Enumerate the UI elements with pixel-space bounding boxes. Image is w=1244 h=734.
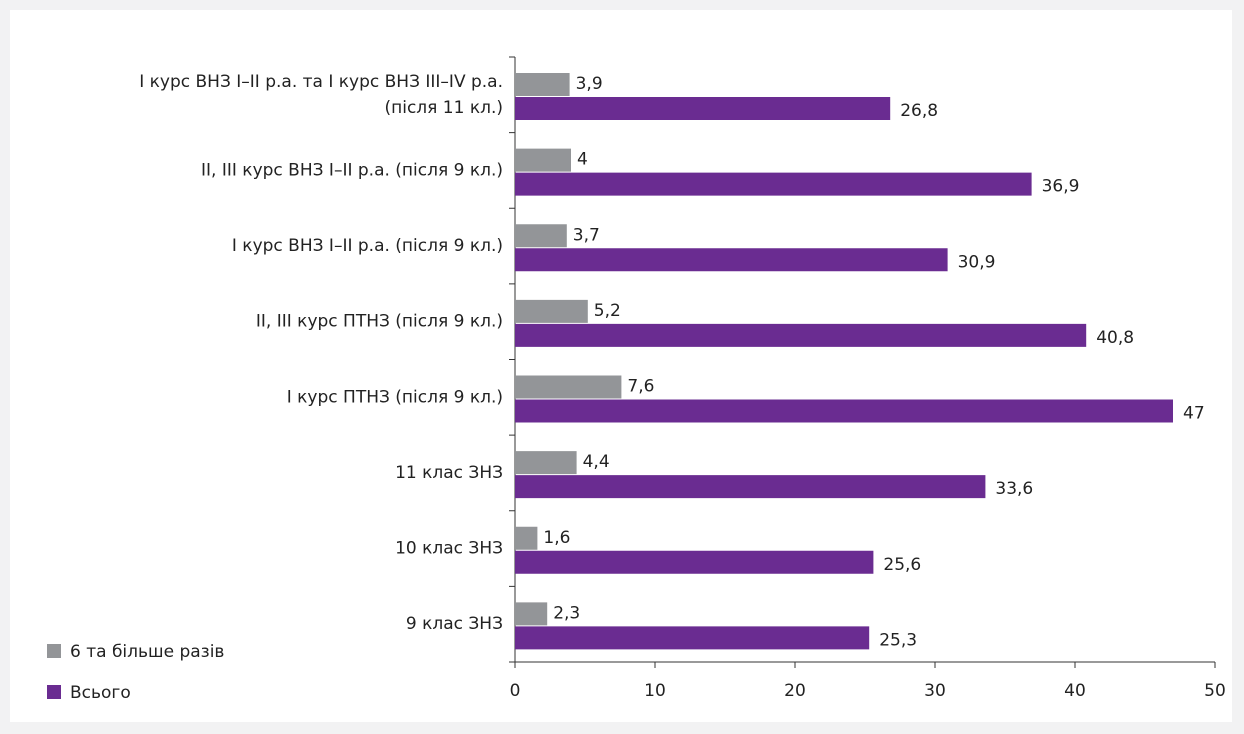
panel bbox=[10, 10, 1232, 722]
value-label: 4 bbox=[577, 150, 588, 170]
x-tick-label: 40 bbox=[1064, 681, 1086, 701]
value-label: 1,6 bbox=[543, 528, 570, 548]
x-tick-label: 10 bbox=[644, 681, 666, 701]
legend-label: Всього bbox=[70, 683, 131, 703]
y-tick-label: ІІ, ІІІ курс ВНЗ І–ІІ р.а. (після 9 кл.) bbox=[201, 160, 503, 180]
bar bbox=[515, 323, 1087, 347]
bar bbox=[515, 375, 622, 399]
value-label: 25,3 bbox=[879, 630, 917, 650]
value-label: 3,9 bbox=[576, 74, 603, 94]
y-tick-label: 10 клас ЗНЗ bbox=[395, 539, 503, 559]
bar bbox=[515, 97, 891, 120]
value-label: 3,7 bbox=[573, 225, 600, 245]
value-label: 36,9 bbox=[1042, 177, 1080, 197]
bar bbox=[515, 451, 577, 475]
legend-swatch bbox=[47, 644, 61, 658]
value-label: 26,8 bbox=[900, 101, 938, 121]
legend-swatch bbox=[47, 685, 61, 699]
y-tick-label: І курс ВНЗ І–ІІ р.а. та І курс ВНЗ ІІІ–І… bbox=[139, 72, 503, 118]
value-label: 4,4 bbox=[583, 452, 610, 472]
y-tick-label: І курс ПТНЗ (після 9 кл.) bbox=[287, 387, 503, 407]
value-label: 2,3 bbox=[553, 603, 580, 623]
value-label: 25,6 bbox=[883, 555, 921, 575]
bar bbox=[515, 224, 567, 248]
value-label: 33,6 bbox=[995, 479, 1033, 499]
x-tick-label: 30 bbox=[924, 681, 946, 701]
bar bbox=[515, 73, 570, 96]
bar bbox=[515, 148, 571, 172]
bar bbox=[515, 526, 538, 550]
bar bbox=[515, 248, 948, 272]
bar bbox=[515, 399, 1173, 423]
bar bbox=[515, 626, 870, 650]
bar bbox=[515, 299, 588, 323]
x-tick-label: 0 bbox=[510, 681, 521, 701]
bar bbox=[515, 475, 986, 499]
bar bbox=[515, 550, 874, 574]
value-label: 30,9 bbox=[958, 252, 996, 272]
value-label: 47 bbox=[1183, 404, 1205, 424]
y-tick-label: 11 клас ЗНЗ bbox=[395, 463, 503, 483]
y-tick-label: І курс ВНЗ І–ІІ р.а. (після 9 кл.) bbox=[232, 236, 503, 256]
x-tick-label: 50 bbox=[1204, 681, 1226, 701]
legend-label: 6 та більше разів bbox=[70, 642, 224, 662]
bar bbox=[515, 602, 548, 626]
y-tick-label: 9 клас ЗНЗ bbox=[406, 614, 503, 634]
y-tick-label: ІІ, ІІІ курс ПТНЗ (після 9 кл.) bbox=[256, 312, 503, 332]
value-label: 7,6 bbox=[627, 377, 654, 397]
bar bbox=[515, 172, 1032, 196]
value-label: 5,2 bbox=[594, 301, 621, 321]
x-tick-label: 20 bbox=[784, 681, 806, 701]
value-label: 40,8 bbox=[1096, 328, 1134, 348]
